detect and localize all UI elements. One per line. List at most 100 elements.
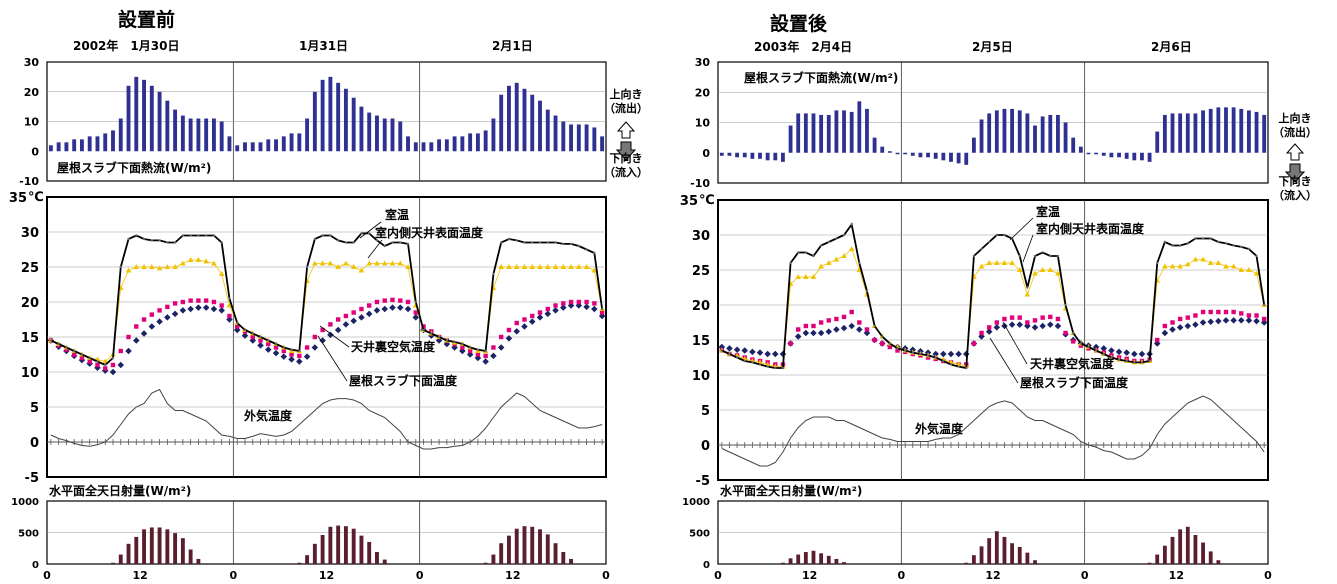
heat-flux-bar: [1010, 108, 1015, 153]
ceiling-temp-point: [498, 264, 504, 269]
room-temp-point: [546, 241, 549, 244]
solar-bar: [514, 528, 519, 564]
x-tick-label: 12: [985, 569, 1000, 582]
slab-temp-point: [536, 314, 544, 321]
attic-temp-point: [64, 347, 69, 352]
room-temp-point: [835, 237, 838, 240]
attic-temp-point: [157, 308, 162, 313]
attic-temp-point: [312, 334, 318, 340]
attic-temp-point: [1002, 316, 1007, 322]
attic-temp-point: [390, 297, 395, 303]
room-temp-point: [1178, 244, 1182, 247]
x-tick-label: 0: [898, 569, 906, 582]
solar-bar: [1010, 543, 1015, 564]
heat-flux-bar: [305, 118, 310, 152]
attic-temp-point: [1193, 313, 1198, 318]
attic-temp-point: [834, 316, 839, 322]
attic-temp-point: [811, 323, 816, 329]
heat-flux-tick-label: 20: [695, 86, 711, 99]
heat-flux-bar: [1239, 108, 1244, 153]
attic-temp-point: [165, 304, 170, 310]
attic-temp-point: [841, 314, 847, 320]
slab-temp-point: [133, 337, 140, 344]
attic-temp-point: [1155, 337, 1160, 343]
solar-bar: [1185, 526, 1190, 564]
ceiling-temp-point: [506, 264, 512, 269]
ceiling-temp-point: [389, 260, 396, 266]
slab-temp-point: [156, 318, 163, 325]
ceiling-temp-point: [1001, 260, 1008, 265]
solar-bar: [796, 554, 801, 564]
solar-bar: [1147, 562, 1152, 564]
solar-bar: [1193, 535, 1198, 564]
heat-flux-bar: [507, 85, 511, 152]
attic-temp-point: [374, 299, 380, 305]
heat-flux-bar: [351, 97, 356, 152]
panel-before: 設置前 2002年 1月30日 1月31日 2月1日 30 20 10 0 -10 屋根スラブ下面…: [9, 8, 610, 582]
room-temp-point: [119, 265, 122, 269]
annotation-leader: [1022, 234, 1034, 263]
room-temp-point: [484, 349, 487, 353]
heat-flux-bar: [880, 146, 885, 153]
room-temp-point: [414, 300, 417, 304]
attic-temp-point: [351, 310, 356, 315]
ceiling-temp-point: [1200, 256, 1206, 262]
temperature-tick-label: 25: [692, 264, 710, 279]
solar-bar: [359, 535, 364, 564]
temperature-tick-label: 5: [701, 404, 710, 419]
room-temp-point: [344, 241, 348, 244]
ceiling-temp-annotation: 室内側天井表面温度: [375, 225, 484, 240]
heat-flux-bar: [134, 76, 139, 152]
attic-temp-point: [180, 299, 186, 305]
heat-flux-bar: [545, 109, 550, 152]
ceiling-temp-point: [312, 260, 318, 266]
heat-flux-bar: [926, 152, 930, 158]
room-temp-point: [476, 348, 480, 351]
attic-temp-point: [235, 324, 240, 329]
heat-flux-bar: [359, 106, 364, 152]
heat-flux-bar: [1208, 108, 1213, 153]
slab-temp-point: [560, 304, 567, 311]
heat-flux-bar: [918, 152, 923, 158]
attic-temp-point: [266, 341, 271, 347]
room-temp-point: [461, 342, 464, 346]
slab-temp-point: [311, 344, 319, 351]
slab-temp-point: [148, 323, 156, 330]
room-temp-point: [1255, 254, 1258, 258]
slab-temp-point: [505, 335, 513, 342]
heat-flux-bar: [452, 136, 457, 152]
attic-temp-point: [506, 327, 512, 333]
heat-flux-bar: [903, 152, 908, 155]
heat-flux-bar: [56, 142, 61, 152]
attic-temp-point: [796, 327, 801, 332]
heat-flux-bar: [72, 139, 77, 152]
solar-bar: [971, 555, 976, 564]
heat-flux-bar: [491, 118, 496, 152]
room-temp-point: [774, 366, 777, 370]
heat-flux-bar: [219, 121, 224, 152]
downward-label: 下向き: [1279, 174, 1312, 188]
room-temp-point: [212, 234, 216, 237]
attic-temp-point: [537, 310, 543, 315]
ceiling-temp-point: [825, 260, 832, 265]
room-temp-point: [1186, 242, 1189, 245]
upward-label: 上向き: [610, 87, 643, 101]
attic-temp-point: [530, 313, 535, 319]
heat-flux-bar: [949, 152, 953, 162]
heat-flux-bar: [514, 82, 519, 152]
slab-temp-point: [389, 304, 396, 311]
room-temp-point: [352, 241, 355, 244]
ceiling-temp-point: [560, 264, 567, 269]
slab-temp-point: [1016, 321, 1023, 328]
down-arrow-icon: [615, 141, 637, 161]
day-label: 2003年 2月4日: [754, 39, 852, 54]
heat-flux-bar: [475, 133, 480, 152]
ceiling-temp-point: [1223, 263, 1229, 269]
room-temp-point: [430, 332, 433, 335]
heat-flux-bar: [1040, 116, 1045, 153]
attic-temp-point: [864, 327, 870, 332]
solar-series-label: 水平面全天日射量(W/m²): [49, 483, 191, 498]
heat-flux-bar: [1155, 131, 1160, 153]
room-temp-point: [453, 340, 456, 344]
slab-temp-point: [947, 350, 955, 358]
